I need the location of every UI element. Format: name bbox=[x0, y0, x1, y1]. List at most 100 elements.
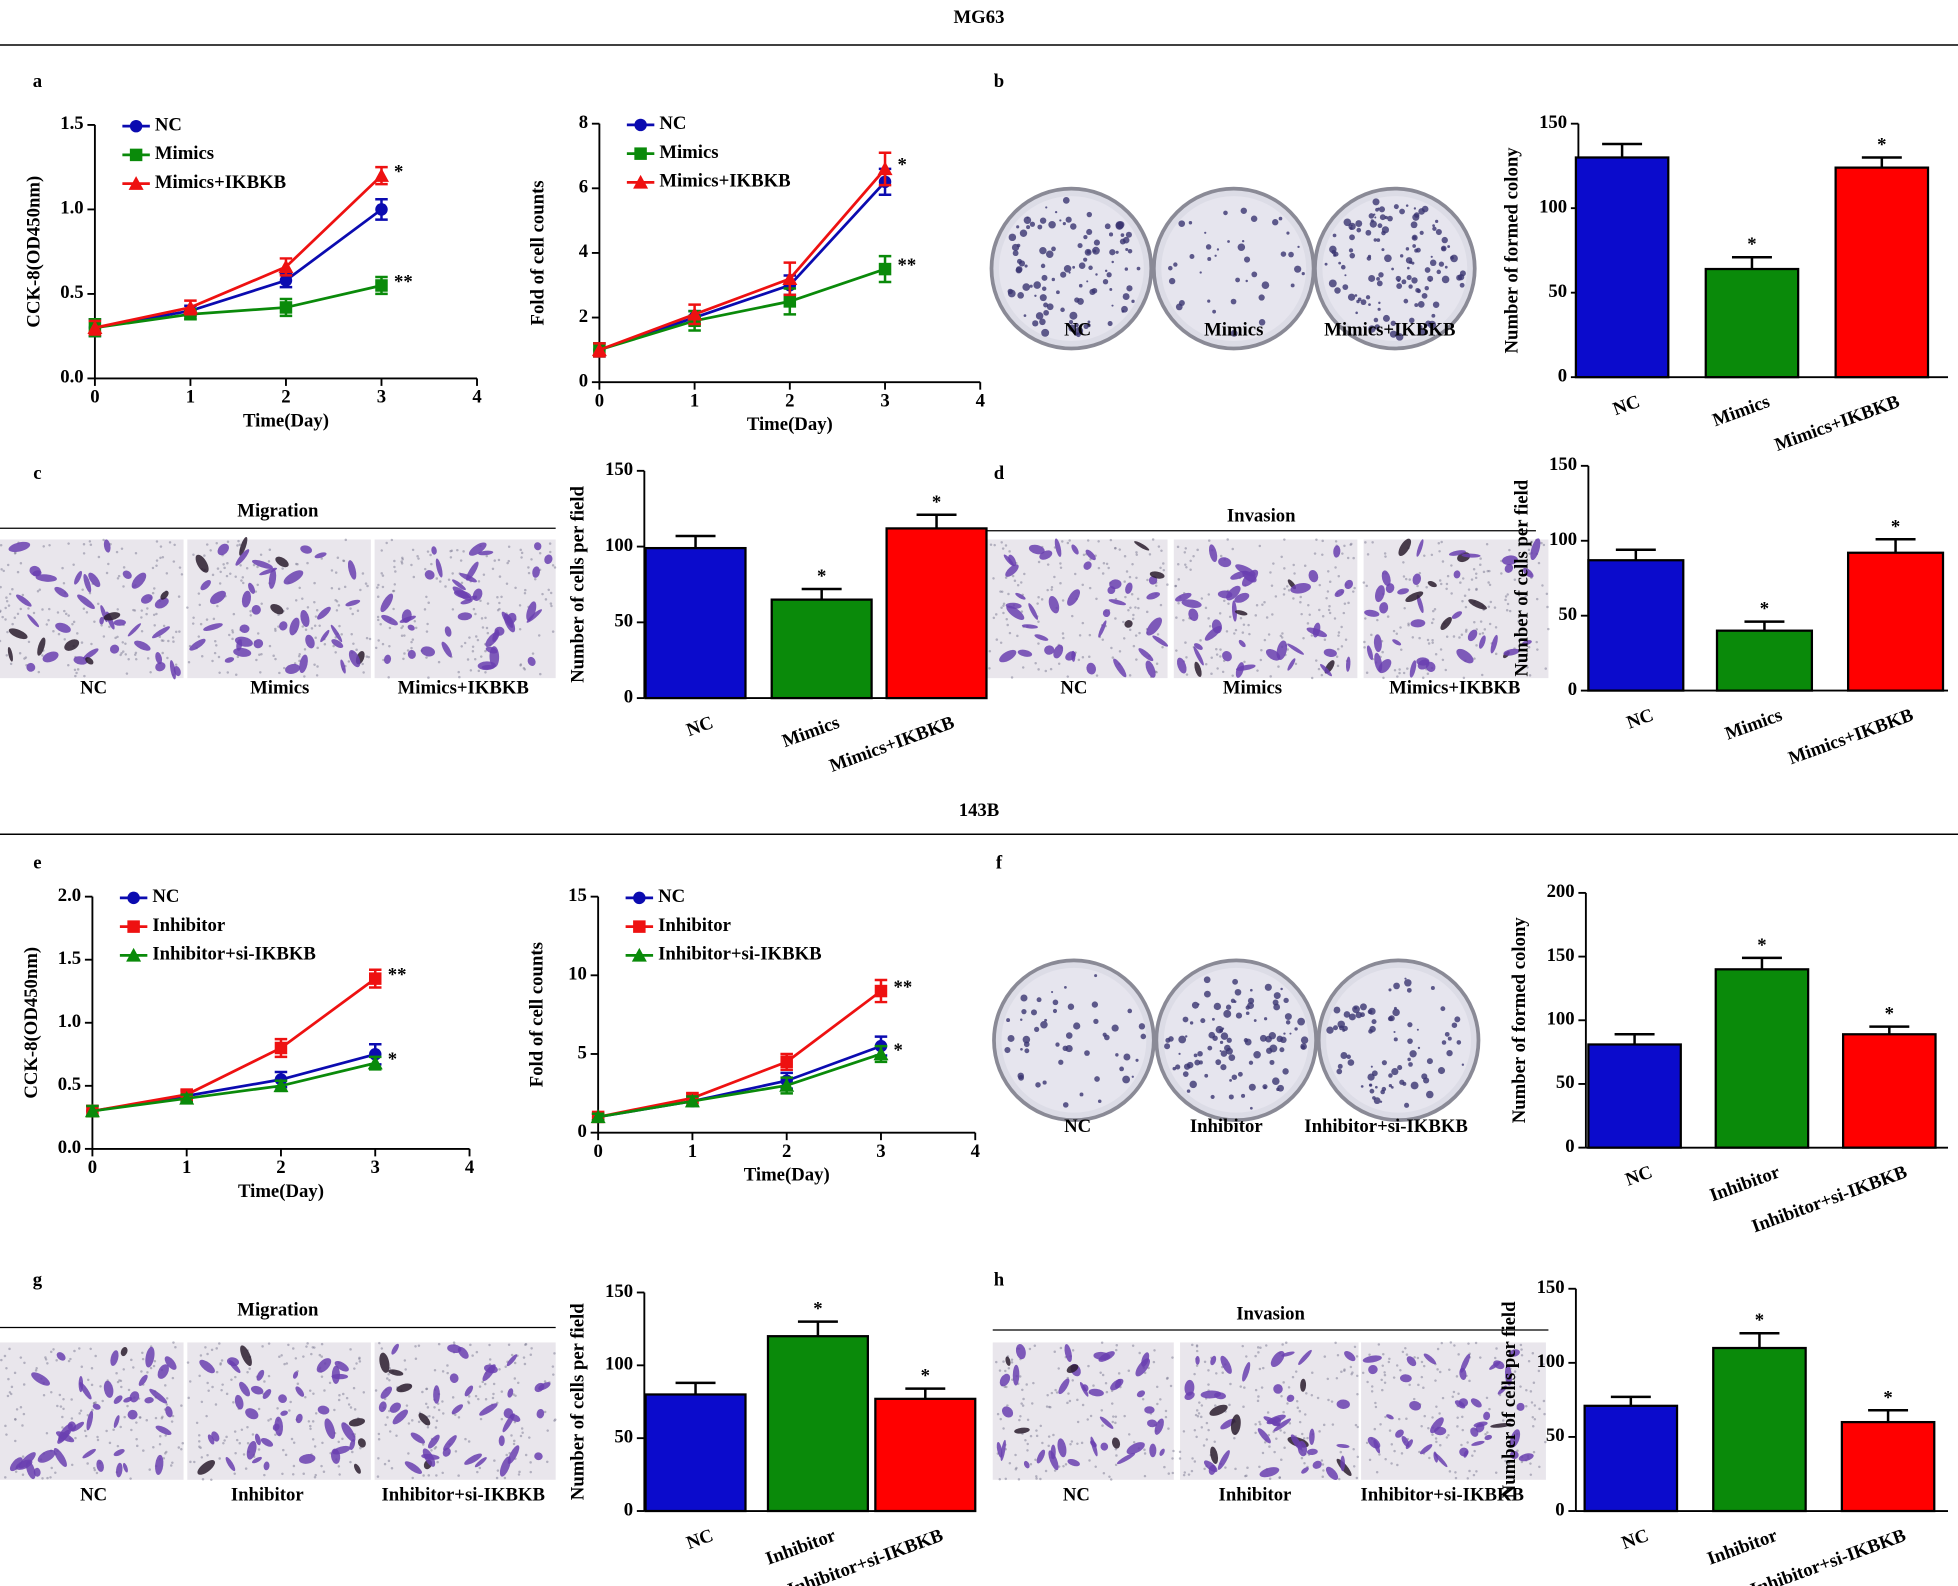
pore bbox=[1488, 622, 1492, 626]
pore bbox=[1485, 1396, 1489, 1400]
colony bbox=[1073, 1022, 1081, 1030]
cell bbox=[506, 1354, 518, 1367]
cell bbox=[1306, 627, 1328, 638]
pore bbox=[1053, 1350, 1057, 1353]
colony bbox=[1427, 275, 1434, 282]
pore bbox=[488, 1343, 491, 1347]
marker bbox=[368, 972, 382, 985]
pore bbox=[1420, 1375, 1424, 1379]
colony bbox=[1045, 206, 1048, 209]
pore bbox=[362, 671, 365, 674]
pore bbox=[228, 633, 231, 637]
colony bbox=[1219, 1040, 1224, 1045]
pore bbox=[1465, 628, 1468, 632]
pore bbox=[145, 1418, 149, 1422]
colony bbox=[1219, 1049, 1222, 1053]
pore bbox=[330, 569, 334, 572]
pore bbox=[301, 625, 305, 628]
pore bbox=[1069, 1442, 1072, 1446]
pore bbox=[1281, 632, 1284, 635]
pore bbox=[1005, 618, 1008, 621]
pore bbox=[1057, 1367, 1060, 1370]
marker bbox=[780, 1055, 793, 1069]
colony bbox=[1127, 1008, 1133, 1014]
pore bbox=[1248, 632, 1251, 636]
pore bbox=[529, 1461, 532, 1464]
pore bbox=[1439, 648, 1443, 651]
colony bbox=[1359, 1003, 1367, 1011]
pore bbox=[1204, 663, 1208, 666]
x-tick-label: 0 bbox=[88, 1157, 97, 1178]
pore bbox=[1008, 550, 1011, 553]
cell bbox=[1099, 1416, 1114, 1429]
pore bbox=[309, 1424, 312, 1428]
pore bbox=[1101, 1373, 1105, 1377]
pore bbox=[355, 648, 358, 651]
colony bbox=[1414, 303, 1419, 308]
pore bbox=[90, 1367, 94, 1370]
pore bbox=[1062, 1465, 1065, 1468]
pore bbox=[313, 663, 316, 666]
colony bbox=[1441, 275, 1450, 284]
image-caption: Inhibitor bbox=[1219, 1484, 1292, 1505]
colony bbox=[1035, 312, 1044, 320]
colony bbox=[1446, 1049, 1453, 1057]
colony bbox=[1015, 267, 1022, 274]
pore bbox=[1334, 566, 1337, 569]
colony bbox=[1370, 219, 1374, 223]
cell bbox=[1071, 544, 1079, 555]
pore bbox=[283, 666, 286, 670]
pore bbox=[198, 603, 202, 607]
pore bbox=[1114, 617, 1117, 620]
pore bbox=[338, 624, 341, 628]
pore bbox=[186, 606, 189, 609]
pore bbox=[527, 571, 531, 575]
colony bbox=[1189, 253, 1195, 259]
pore bbox=[246, 1441, 250, 1445]
legend-marker bbox=[127, 891, 140, 905]
pore bbox=[1441, 560, 1445, 563]
y-tick-label: 100 bbox=[1539, 196, 1567, 217]
cell bbox=[113, 1415, 120, 1429]
pore bbox=[1294, 662, 1298, 666]
cell bbox=[234, 636, 253, 647]
colony bbox=[1020, 994, 1028, 1002]
pore bbox=[5, 596, 8, 599]
pore bbox=[7, 1377, 10, 1381]
pore bbox=[120, 547, 124, 551]
pore bbox=[142, 1449, 145, 1452]
pore bbox=[102, 538, 105, 542]
pore bbox=[1100, 1409, 1104, 1412]
pore bbox=[1517, 620, 1520, 623]
pore bbox=[1231, 674, 1234, 677]
cell bbox=[1098, 1351, 1115, 1362]
pore bbox=[310, 1352, 313, 1356]
pore bbox=[238, 543, 242, 547]
pore bbox=[4, 1424, 7, 1428]
pore bbox=[1039, 1424, 1043, 1428]
pore bbox=[1021, 1388, 1024, 1392]
pore bbox=[1468, 1469, 1471, 1473]
pore bbox=[1506, 602, 1510, 606]
colony bbox=[1431, 313, 1436, 318]
pore bbox=[165, 572, 169, 575]
pore bbox=[1529, 1390, 1533, 1393]
pore bbox=[1010, 1361, 1014, 1364]
pore bbox=[1132, 613, 1135, 617]
pore bbox=[1334, 540, 1338, 543]
colony bbox=[1421, 205, 1429, 213]
pore bbox=[328, 1381, 332, 1385]
colony bbox=[1175, 303, 1183, 311]
colony bbox=[1297, 1017, 1306, 1026]
pore bbox=[1195, 1435, 1198, 1439]
pore bbox=[1434, 1437, 1438, 1440]
pore bbox=[1076, 1398, 1079, 1402]
colony bbox=[1034, 1026, 1040, 1033]
pore bbox=[1448, 1368, 1451, 1372]
plate-inner bbox=[1001, 967, 1147, 1113]
colony bbox=[1106, 272, 1112, 278]
cell bbox=[464, 1453, 482, 1465]
cell bbox=[152, 626, 170, 639]
cell bbox=[165, 1406, 173, 1418]
series-line bbox=[598, 267, 886, 352]
